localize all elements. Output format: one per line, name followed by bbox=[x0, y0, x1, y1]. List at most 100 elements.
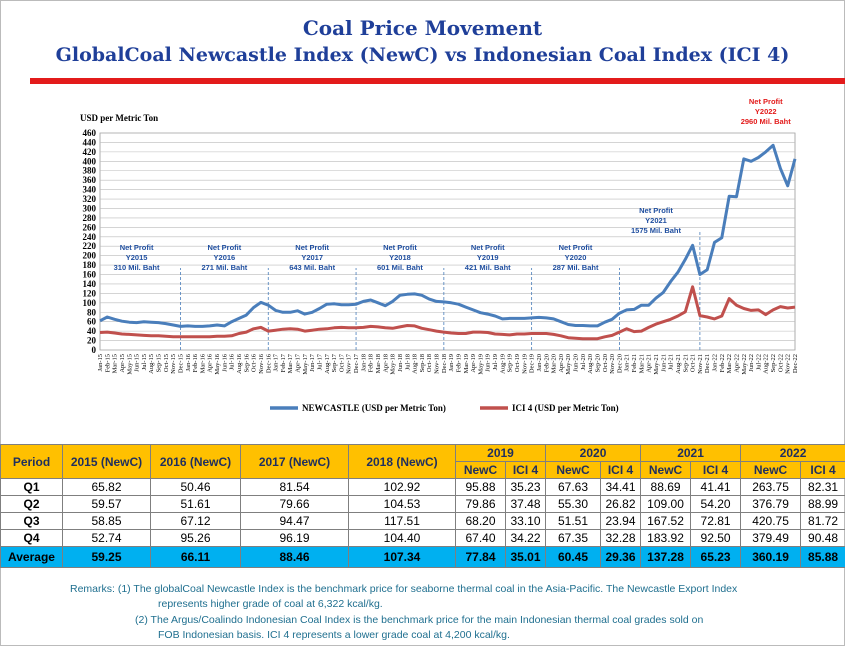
x-tick-label: Jun-16 bbox=[221, 353, 228, 371]
table-cell: 104.40 bbox=[348, 529, 456, 547]
table-cell: 2015 (NewC) bbox=[62, 444, 151, 479]
x-tick-label: Apr-18 bbox=[382, 354, 389, 373]
x-tick-label: Jul-19 bbox=[492, 354, 499, 370]
x-tick-label: Aug-19 bbox=[499, 354, 506, 374]
table-cell: 2021 bbox=[640, 444, 742, 462]
table-cell: 77.84 bbox=[455, 546, 506, 568]
table-cell: 94.47 bbox=[240, 512, 349, 530]
y-tick-label: 280 bbox=[83, 213, 97, 223]
x-tick-label: May-20 bbox=[565, 354, 572, 375]
table-cell: 58.85 bbox=[62, 512, 151, 530]
x-tick-label: Oct-15 bbox=[163, 354, 170, 372]
x-tick-label: Nov-17 bbox=[346, 353, 353, 374]
x-tick-label: Sep-20 bbox=[594, 354, 601, 372]
x-tick-label: Nov-16 bbox=[258, 353, 265, 374]
table-cell: NewC bbox=[740, 461, 802, 479]
annotation: Y2015 bbox=[126, 253, 148, 262]
y-tick-label: 400 bbox=[83, 156, 97, 166]
x-tick-label: Dec-15 bbox=[177, 354, 184, 373]
table-cell: 67.35 bbox=[545, 529, 602, 547]
y-tick-label: 180 bbox=[83, 260, 97, 270]
y-tick-label: 380 bbox=[83, 166, 97, 176]
x-tick-label: May-15 bbox=[126, 354, 133, 375]
divider bbox=[30, 78, 845, 84]
table-cell: 109.00 bbox=[640, 495, 692, 513]
table-row: Q3 58.85 67.12 94.47 117.51 68.20 33.10 51.51 23… bbox=[0, 512, 845, 530]
remark: (2) The Argus/Coalindo Indonesian Coal I… bbox=[135, 614, 704, 626]
annotation: 601 Mil. Baht bbox=[377, 263, 423, 272]
annotation: Net Profit bbox=[471, 243, 505, 252]
plot-frame bbox=[99, 132, 796, 351]
price-table: Period 2015 (NewC) 2016 (NewC) 2017 (NewC) 2… bbox=[0, 444, 845, 568]
x-tick-label: Jul-22 bbox=[755, 354, 762, 370]
x-tick-label: Mar-21 bbox=[638, 354, 645, 373]
table-cell: 102.92 bbox=[348, 478, 456, 496]
x-tick-label: Jan-16 bbox=[185, 353, 192, 371]
table-cell: 59.25 bbox=[62, 546, 151, 568]
remark: Remarks: (1) The globalCoal Newcastle In… bbox=[70, 583, 738, 595]
table-cell: 167.52 bbox=[640, 512, 692, 530]
x-tick-label: Jan-19 bbox=[448, 354, 455, 371]
table-cell: Period bbox=[0, 444, 63, 479]
table-cell: 65.23 bbox=[690, 546, 742, 568]
table-cell: ICI 4 bbox=[690, 461, 742, 479]
table-cell: 54.20 bbox=[690, 495, 742, 513]
remark: FOB Indonesian basis. ICI 4 represents a… bbox=[158, 629, 510, 641]
x-tick-label: Apr-22 bbox=[733, 354, 740, 373]
table-cell: 33.10 bbox=[504, 512, 547, 530]
y-tick-label: 220 bbox=[83, 241, 97, 251]
table-cell: NewC bbox=[455, 461, 506, 479]
x-tick-label: Mar-22 bbox=[726, 354, 733, 373]
y-tick-label: 340 bbox=[83, 185, 97, 195]
table-cell: 90.48 bbox=[800, 529, 845, 547]
table-cell: 67.12 bbox=[150, 512, 241, 530]
table-cell: 59.57 bbox=[62, 495, 151, 513]
y-tick-label: 240 bbox=[83, 232, 97, 242]
x-tick-label: Jan-22 bbox=[712, 354, 719, 371]
x-tick-label: Aug-20 bbox=[587, 354, 594, 374]
x-tick-label: Aug-22 bbox=[763, 354, 770, 374]
x-tick-label: Aug-16 bbox=[236, 353, 243, 374]
table-cell: Q4 bbox=[0, 529, 63, 547]
table-cell: 376.79 bbox=[740, 495, 802, 513]
table-cell: 2018 (NewC) bbox=[348, 444, 456, 479]
x-tick-label: Feb-19 bbox=[455, 354, 462, 372]
y-tick-label: 80 bbox=[87, 307, 97, 317]
table-cell: ICI 4 bbox=[800, 461, 845, 479]
table-cell: 2016 (NewC) bbox=[150, 444, 241, 479]
annotation: Net Profit bbox=[749, 97, 783, 106]
annotation: Net Profit bbox=[559, 243, 593, 252]
remark: represents higher grade of coal at 6,322… bbox=[158, 598, 383, 610]
table-cell: 65.82 bbox=[62, 478, 151, 496]
y-tick-label: 40 bbox=[87, 326, 97, 336]
table-cell: 360.19 bbox=[740, 546, 802, 568]
x-tick-label: Dec-21 bbox=[704, 354, 711, 373]
annotation: Y2020 bbox=[565, 253, 587, 262]
table-cell: 183.92 bbox=[640, 529, 692, 547]
x-tick-label: Dec-17 bbox=[353, 353, 360, 373]
annotation: Net Profit bbox=[207, 243, 241, 252]
x-tick-label: May-21 bbox=[653, 354, 660, 375]
table-cell: 68.20 bbox=[455, 512, 506, 530]
annotation: 2960 Mil. Baht bbox=[741, 117, 792, 126]
x-tick-label: May-16 bbox=[214, 353, 221, 374]
x-tick-label: Dec-18 bbox=[441, 354, 448, 373]
y-tick-label: 140 bbox=[83, 279, 97, 289]
x-tick-label: Feb-20 bbox=[543, 354, 550, 372]
x-tick-label: Apr-17 bbox=[295, 353, 302, 372]
x-tick-label: Jul-16 bbox=[229, 353, 236, 370]
x-tick-label: Mar-15 bbox=[112, 354, 119, 373]
table-cell: 95.26 bbox=[150, 529, 241, 547]
table-cell: Q1 bbox=[0, 478, 63, 496]
x-tick-label: Aug-21 bbox=[675, 354, 682, 374]
x-tick-label: Jun-18 bbox=[397, 354, 404, 372]
x-tick-label: Nov-15 bbox=[170, 354, 177, 374]
x-tick-label: May-18 bbox=[390, 354, 397, 375]
x-tick-label: May-17 bbox=[302, 353, 309, 374]
table-cell: 88.99 bbox=[800, 495, 845, 513]
table-cell: 379.49 bbox=[740, 529, 802, 547]
table-cell: NewC bbox=[640, 461, 692, 479]
table-cell: 81.72 bbox=[800, 512, 845, 530]
x-tick-label: Apr-15 bbox=[119, 354, 126, 373]
x-tick-label: Jul-20 bbox=[580, 354, 587, 370]
